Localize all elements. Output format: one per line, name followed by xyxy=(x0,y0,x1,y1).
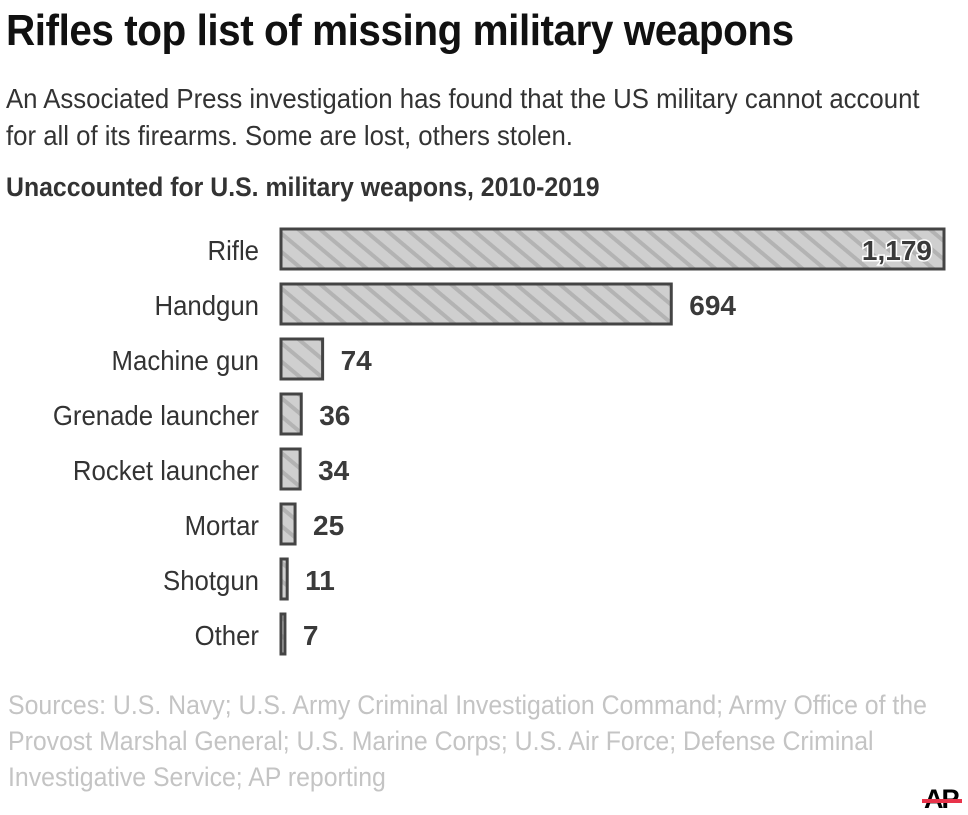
bar xyxy=(279,502,297,546)
bar xyxy=(279,557,289,601)
chart-title: Unaccounted for U.S. military weapons, 2… xyxy=(6,172,600,202)
bar xyxy=(279,337,325,381)
bar xyxy=(279,227,946,271)
bar-chart: Rifle 1,179 Handgun 694 Machine gun 74 Grenade… xyxy=(53,227,946,656)
bar xyxy=(279,392,303,436)
source-note: Sources: U.S. Navy; U.S. Army Criminal I… xyxy=(8,690,927,792)
category-label: Shotgun xyxy=(163,565,259,596)
value-label: 34 xyxy=(318,455,350,486)
category-label: Mortar xyxy=(185,510,259,541)
category-label: Rifle xyxy=(207,235,259,266)
value-label: 694 xyxy=(689,290,736,321)
value-label: 36 xyxy=(319,400,350,431)
value-label: 74 xyxy=(341,345,373,376)
value-label: 1,179 xyxy=(862,235,932,266)
bar xyxy=(279,447,302,491)
bar xyxy=(279,282,673,326)
category-label: Grenade launcher xyxy=(53,400,259,431)
category-label: Other xyxy=(195,620,259,651)
bar xyxy=(279,612,287,656)
category-label: Rocket launcher xyxy=(73,455,259,486)
category-label: Machine gun xyxy=(112,345,259,376)
value-label: 25 xyxy=(313,510,344,541)
subtitle: An Associated Press investigation has fo… xyxy=(6,83,920,151)
value-label: 7 xyxy=(303,620,319,651)
value-label: 11 xyxy=(305,565,335,596)
category-label: Handgun xyxy=(154,290,259,321)
page-title: Rifles top list of missing military weap… xyxy=(6,6,794,55)
